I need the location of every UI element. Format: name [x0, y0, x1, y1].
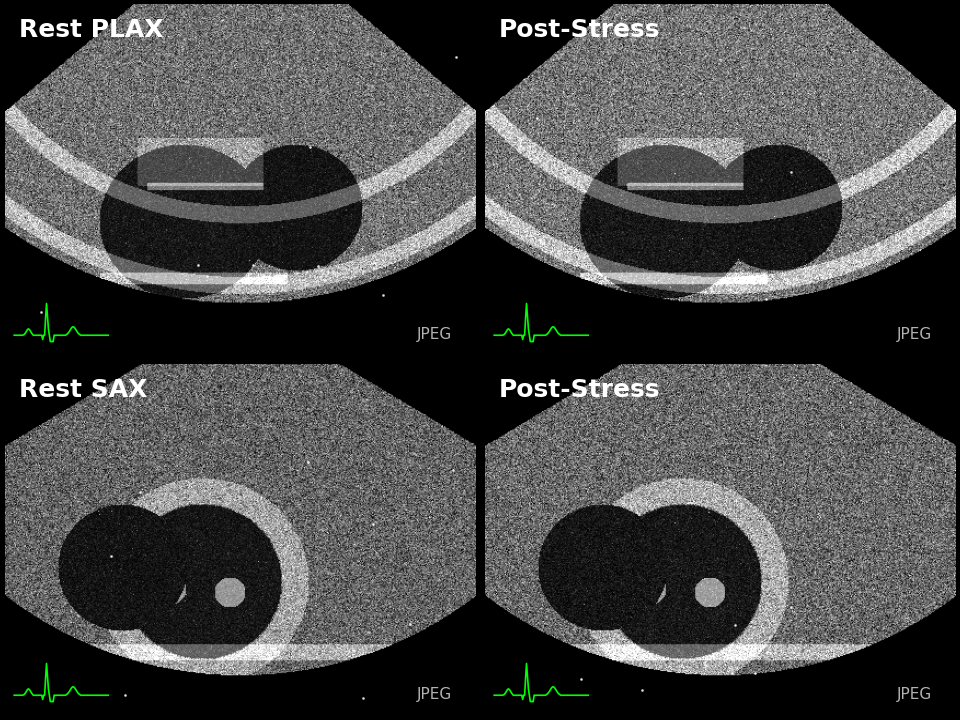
Text: Post-Stress: Post-Stress — [499, 378, 660, 402]
Text: Post-Stress: Post-Stress — [499, 18, 660, 42]
Text: Rest PLAX: Rest PLAX — [19, 18, 163, 42]
Text: JPEG: JPEG — [897, 688, 931, 702]
Text: JPEG: JPEG — [417, 328, 451, 342]
Text: JPEG: JPEG — [417, 688, 451, 702]
Text: JPEG: JPEG — [897, 328, 931, 342]
Text: Rest SAX: Rest SAX — [19, 378, 147, 402]
